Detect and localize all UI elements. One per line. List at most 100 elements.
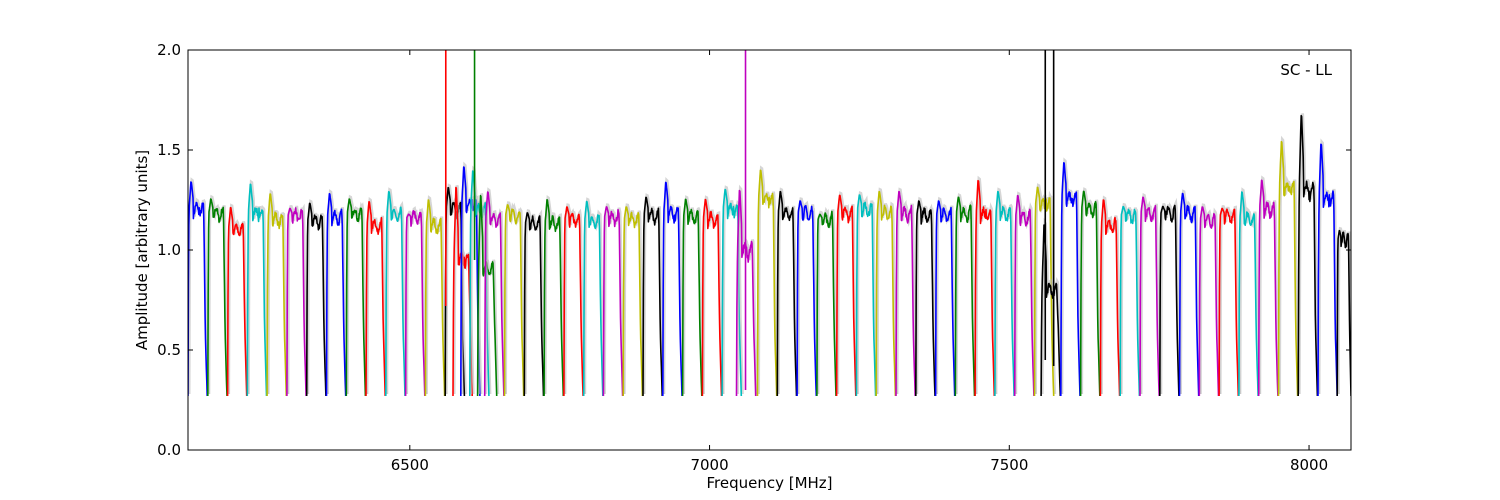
series-shadow-6 [306, 199, 329, 395]
series-shadow-44 [994, 187, 1017, 395]
series-line-1 [207, 198, 228, 397]
series-shadow-3 [246, 179, 269, 395]
series-line-36 [835, 194, 857, 397]
series-line-59 [1277, 140, 1299, 397]
series-line-21 [543, 199, 565, 397]
series-line-62 [1336, 229, 1351, 397]
series-shadow-55 [1198, 203, 1221, 395]
series-line-6 [305, 202, 327, 397]
annotation-label: SC - LL [1280, 61, 1332, 79]
series-line-18 [483, 191, 505, 397]
series-shadow-33 [776, 187, 799, 395]
series-shadow-37 [855, 190, 879, 395]
series-line-37 [855, 194, 877, 397]
series-line-33 [776, 190, 798, 397]
series-line-0 [188, 181, 208, 397]
y-tick-label-1: 0.5 [157, 341, 181, 359]
series-line-2 [226, 206, 248, 397]
series-line-32 [756, 169, 778, 397]
series-line-60 [1297, 114, 1319, 397]
series-line-58 [1257, 179, 1279, 397]
series-line-41 [934, 200, 956, 397]
series-line-40 [915, 200, 936, 397]
series-shadow-23 [583, 197, 606, 395]
y-tick-label-0: 0.0 [157, 441, 181, 459]
series-shadow-7 [326, 188, 349, 395]
series-shadow-9 [365, 196, 388, 395]
series-shadow-39 [895, 187, 918, 395]
series-line-25 [622, 206, 644, 397]
series-line-27 [662, 181, 683, 397]
series-line-28 [681, 198, 703, 397]
series-shadow-54 [1179, 189, 1202, 395]
series-shadow-38 [875, 187, 898, 395]
series-shadow-25 [622, 203, 645, 395]
series-line-39 [895, 190, 916, 397]
series-line-48 [1060, 162, 1081, 397]
series-shadow-60 [1297, 113, 1320, 395]
series-shadow-1 [207, 194, 230, 395]
series-line-57 [1238, 191, 1259, 397]
series-shadow-52 [1139, 192, 1162, 395]
series-shadow-19 [504, 201, 527, 395]
series-line-4 [266, 193, 288, 397]
series-line-34 [796, 200, 818, 397]
x-tick-label-2: 7500 [990, 456, 1028, 474]
x-tick-label-0: 6500 [391, 456, 429, 474]
series-layer [188, 50, 1351, 397]
y-tick-label-4: 2.0 [157, 41, 181, 59]
series-shadow-35 [816, 206, 839, 395]
series-shadow-53 [1159, 197, 1182, 395]
series-shadow-17 [477, 193, 500, 395]
y-tick-label-3: 1.5 [157, 141, 181, 159]
x-axis-title: Frequency [MHz] [706, 474, 832, 492]
ticks-layer: 6500 7000 7500 8000 0.0 0.5 1.0 1.5 2.0 [157, 41, 1351, 474]
series-shadow-27 [662, 176, 685, 395]
series-line-38 [875, 190, 897, 397]
series-line-35 [816, 210, 837, 397]
series-shadow-26 [642, 193, 665, 395]
y-tick-label-2: 1.0 [157, 241, 181, 259]
series-line-12 [424, 199, 446, 397]
series-shadow-59 [1278, 135, 1301, 395]
series-shadow-62 [1336, 226, 1351, 395]
series-line-61 [1317, 143, 1338, 397]
series-line-20 [523, 212, 545, 397]
series-shadow-34 [796, 197, 819, 395]
series-line-3 [246, 183, 268, 397]
series-shadow-8 [345, 194, 368, 395]
series-shadow-31 [736, 184, 759, 395]
series-shadow-45 [1014, 191, 1037, 395]
series-line-24 [602, 206, 624, 397]
series-line-54 [1178, 192, 1200, 397]
series-line-9 [365, 201, 386, 397]
series-shadow-0 [188, 177, 210, 395]
series-shadow-56 [1218, 205, 1241, 395]
series-line-50 [1099, 199, 1121, 397]
series-line-22 [563, 206, 584, 397]
series-line-51 [1119, 205, 1141, 397]
series-shadow-49 [1080, 187, 1103, 395]
series-shadow-42 [954, 193, 977, 395]
series-line-8 [345, 198, 367, 397]
series-shadow-28 [682, 195, 705, 395]
series-line-29 [701, 198, 723, 397]
series-shadow-12 [424, 195, 448, 395]
series-shadow-50 [1099, 195, 1123, 395]
series-line-11 [404, 210, 426, 397]
x-tick-label-3: 8000 [1290, 456, 1328, 474]
y-axis-title: Amplitude [arbitrary units] [133, 150, 151, 350]
series-line-56 [1218, 207, 1240, 397]
series-shadow-57 [1238, 187, 1261, 395]
series-shadow-51 [1119, 202, 1142, 395]
series-shadow-41 [935, 196, 958, 395]
series-shadow-22 [563, 203, 586, 395]
x-tick-label-1: 7000 [690, 456, 728, 474]
series-line-46 [1033, 186, 1055, 397]
series-line-47 [1040, 224, 1062, 397]
series-shadow-10 [385, 187, 408, 395]
series-shadow-18 [484, 187, 507, 395]
series-line-26 [642, 196, 663, 397]
series-shadow-24 [602, 203, 626, 395]
series-shadow-4 [266, 189, 289, 395]
